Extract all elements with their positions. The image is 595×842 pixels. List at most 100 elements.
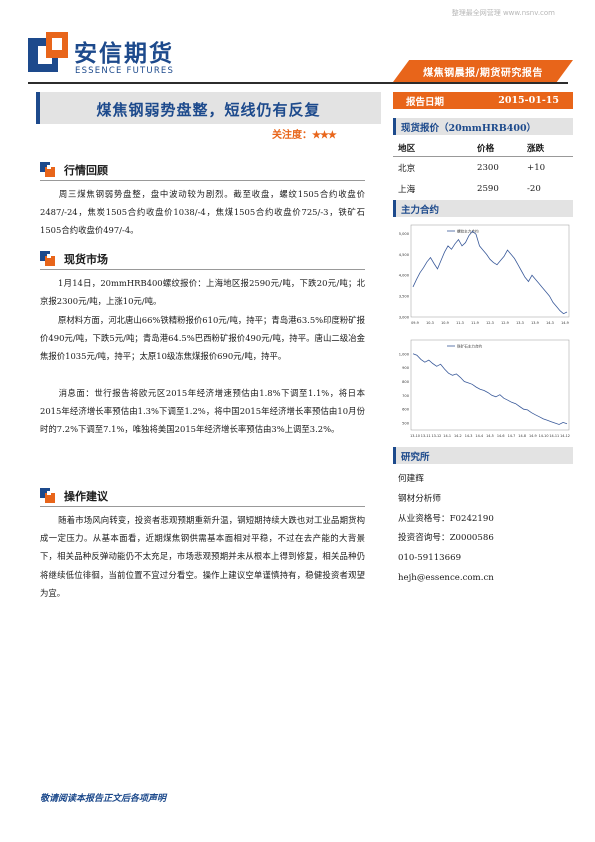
y-tick-label: 3,500: [399, 295, 410, 299]
y-tick-label: 700: [402, 394, 410, 398]
x-tick-label: 14-5: [486, 434, 494, 438]
x-tick-label: 11-3: [456, 321, 464, 325]
y-tick-label: 1,000: [399, 352, 410, 356]
logo-mark-icon: [28, 32, 68, 72]
y-tick-label: 900: [402, 366, 410, 370]
analyst-info: 何建辉 钢材分析师 从业资格号：F0242190 投资咨询号：Z0000586 …: [393, 470, 573, 589]
x-tick-label: 14-12: [560, 434, 570, 438]
disclaimer-note: 敬请阅读本报告正文后各项声明: [40, 794, 167, 804]
analyst-consult: 投资咨询号：Z0000586: [398, 533, 494, 544]
research-heading: 研究所: [393, 447, 573, 464]
cell-region: 北京: [398, 163, 416, 174]
spot-text-1: 1月14日，20mmHRB400螺纹报价：上海地区报2590元/吨，下跌20元/…: [40, 278, 365, 307]
y-tick-label: 4,000: [399, 274, 410, 278]
section-divider: [40, 506, 365, 507]
section-bullet-icon: [40, 251, 56, 267]
x-tick-label: 14-4: [475, 434, 483, 438]
section-spot-heading: 现货市场: [40, 251, 108, 267]
section-review-title: 行情回顾: [64, 164, 108, 177]
x-tick-label: 14-1: [443, 434, 451, 438]
page-title: 煤焦钢弱势盘整，短线仍有反复: [96, 101, 321, 119]
x-tick-label: 14-9: [561, 321, 569, 325]
spot-text-2: 原材料方面，河北唐山66%铁精粉报价610元/吨，持平；青岛港63.5%印度粉矿…: [40, 315, 365, 362]
report-date-value: 2015-01-15: [498, 95, 559, 106]
y-tick-label: 4,500: [399, 253, 410, 257]
spot-quote-heading: 现货报价（20mmHRB400）: [393, 118, 573, 135]
report-date-label: 报告日期: [406, 96, 445, 108]
table-header-row: 地区 价格 涨跌: [393, 139, 573, 157]
x-tick-label: 13-10: [410, 434, 420, 438]
table-row: 上海 2590 -20: [393, 178, 573, 199]
spot-paragraph-3: 消息面：世行报告将欧元区2015年经济增速预估由1.8%下调至1.1%，将日本2…: [40, 384, 365, 439]
main-contract-heading: 主力合约: [393, 200, 573, 217]
cell-change: +10: [527, 162, 546, 173]
plot-frame: [410, 224, 570, 318]
spot-paragraph-1: 1月14日，20mmHRB400螺纹报价：上海地区报2590元/吨，下跌20元/…: [40, 274, 365, 310]
cell-change: -20: [527, 183, 541, 194]
legend-label: 铁矿石主力合约: [457, 343, 483, 348]
section-spot-title: 现货市场: [64, 253, 108, 266]
advice-paragraph: 随着市场风向转变，投资者悲观预期重新升温，钢短期持续大跌也对工业品期货构成一定压…: [40, 511, 365, 602]
x-tick-label: 13-12: [431, 434, 441, 438]
spot-text-3: 消息面：世行报告将欧元区2015年经济增速预估由1.8%下调至1.1%，将日本2…: [40, 388, 365, 435]
section-bullet-icon: [40, 162, 56, 178]
col-header-region: 地区: [398, 143, 416, 154]
x-tick-label: 14-7: [508, 434, 516, 438]
y-tick-label: 5,000: [399, 232, 410, 236]
series-line: [412, 353, 568, 425]
x-tick-label: 14-8: [518, 434, 526, 438]
cell-price: 2590: [477, 183, 499, 194]
review-paragraph: 周三煤焦钢弱势盘整，盘中波动较为剧烈。截至收盘，螺纹1505合约收盘价2487/…: [40, 185, 365, 240]
analyst-name: 何建辉: [398, 474, 424, 484]
analyst-phone: 010-59113669: [398, 553, 462, 564]
advice-text: 随着市场风向转变，投资者悲观预期重新升温，钢短期持续大跌也对工业品期货构成一定压…: [40, 515, 365, 598]
table-row: 北京 2300 +10: [393, 157, 573, 178]
attention-rating: 关注度：★★★: [272, 126, 337, 141]
attention-label: 关注度：: [272, 130, 312, 141]
x-tick-label: 13-9: [531, 321, 539, 325]
x-tick-label: 13-3: [516, 321, 524, 325]
y-tick-label: 800: [402, 380, 410, 384]
company-logo: 安信期货 ESSENCE FUTURES: [28, 30, 188, 82]
x-tick-label: 12-9: [501, 321, 509, 325]
plot-frame: [410, 339, 570, 431]
section-review-heading: 行情回顾: [40, 162, 108, 178]
section-advice-heading: 操作建议: [40, 488, 108, 504]
section-bullet-icon: [40, 488, 56, 504]
y-tick-label: 500: [402, 422, 410, 426]
y-tick-label: 3,000: [399, 316, 410, 320]
analyst-email[interactable]: hejh@essence.com.cn: [398, 572, 494, 583]
cell-region: 上海: [398, 184, 416, 195]
col-header-price: 价格: [477, 143, 495, 154]
cell-price: 2300: [477, 162, 499, 173]
watermark-text: 整理最全网营理 www.nsnv.com: [451, 9, 555, 17]
report-date-bar: 报告日期 2015-01-15: [393, 92, 573, 109]
review-text: 周三煤焦钢弱势盘整，盘中波动较为剧烈。截至收盘，螺纹1505合约收盘价2487/…: [40, 189, 365, 236]
series-line: [412, 230, 568, 315]
x-tick-label: 12-3: [486, 321, 494, 325]
report-type-tag: 煤焦钢晨报/期货研究报告: [393, 60, 573, 82]
x-tick-label: 14-3: [465, 434, 473, 438]
x-tick-label: 14-3: [546, 321, 554, 325]
title-accent-bar: [36, 92, 40, 124]
title-box: 煤焦钢弱势盘整，短线仍有反复: [36, 92, 381, 124]
logo-cn-text: 安信期货: [74, 41, 174, 67]
analyst-cert: 从业资格号：F0242190: [398, 513, 494, 524]
x-tick-label: 10-3: [426, 321, 434, 325]
x-tick-label: 14-11: [549, 434, 559, 438]
star-icons: ★★★: [312, 130, 337, 141]
x-tick-label: 09-9: [411, 321, 419, 325]
section-divider: [40, 269, 365, 270]
x-tick-label: 14-2: [454, 434, 462, 438]
logo-en-text: ESSENCE FUTURES: [75, 66, 175, 76]
spot-quote-table: 地区 价格 涨跌 北京 2300 +10 上海 2590 -20: [393, 139, 573, 199]
y-tick-label: 600: [402, 408, 410, 412]
x-tick-label: 10-9: [441, 321, 449, 325]
x-tick-label: 11-9: [471, 321, 479, 325]
analyst-role: 钢材分析师: [398, 493, 441, 504]
spot-paragraph-2: 原材料方面，河北唐山66%铁精粉报价610元/吨，持平；青岛港63.5%印度粉矿…: [40, 311, 365, 366]
rebar-chart: 5,000 4,500 4,000 3,500 3,000 09-9 10-3 10-9 11-…: [393, 219, 573, 329]
col-header-change: 涨跌: [527, 143, 545, 154]
